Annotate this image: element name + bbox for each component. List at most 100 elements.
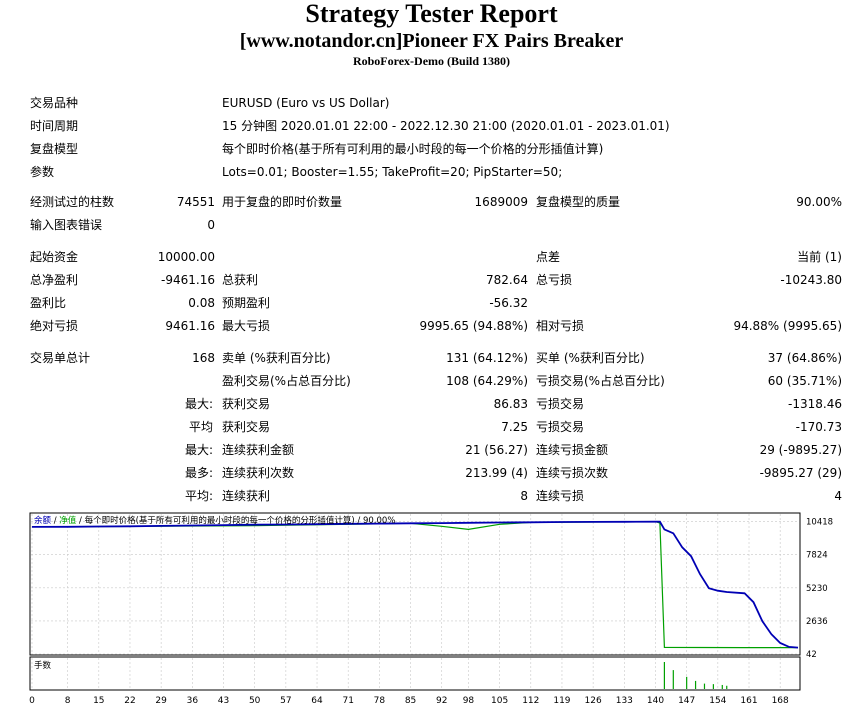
parameters-label: 参数 [30,165,55,179]
parameters-value: Lots=0.01; Booster=1.55; TakeProfit=20; … [222,165,563,179]
legend-model-info: / 每个即时价格(基于所有可利用的最小时段的每一个价格的分形插值计算) / 90… [76,515,395,526]
profit-factor-label: 盈利比 [30,296,67,310]
gross-loss-label: 总亏损 [536,273,573,287]
y-tick-labels: 10418 7824 5230 2636 42 [806,518,833,660]
expected-payoff-value: -56.32 [489,296,528,310]
legend: 余额 / 净值 / 每个即时价格(基于所有可利用的最小时段的每一个价格的分形插值… [34,515,395,526]
max-drawdown-value: 9995.65 (94.88%) [419,319,528,333]
gross-profit-label: 总获利 [222,273,259,287]
absolute-drawdown-label: 绝对亏损 [30,319,79,333]
series-line [31,520,799,649]
errors-label: 输入图表错误 [30,218,103,232]
x-tick-label: 57 [280,696,291,706]
loss-trades-value: 60 (35.71%) [767,374,842,388]
quality-label: 复盘模型的质量 [536,195,621,209]
x-tick-label: 0 [29,696,35,706]
max-consecutive-wins-label: 连续获利次数 [222,466,295,480]
deposit-label: 起始资金 [30,250,79,264]
x-tick-label: 154 [709,696,726,706]
legend-balance: 余额 [34,515,52,526]
relative-drawdown-value: 94.88% (9995.65) [733,319,842,333]
max-consecutive-losses-value: -9895.27 (29) [759,466,842,480]
expert-name: [www.notandor.cn]Pioneer FX Pairs Breake… [239,30,624,52]
spread-label: 点差 [536,250,561,264]
max-consecutive-loss-label: 连续亏损金额 [536,443,609,457]
net-profit-label: 总净盈利 [30,273,79,287]
ticks-label: 用于复盘的即时价数量 [222,195,343,209]
x-tick-label: 112 [522,696,539,706]
average-loss-value: -170.73 [795,420,842,434]
max-consecutive-loss-value: 29 (-9895.27) [759,443,842,457]
largest-profit-value: 86.83 [493,397,528,411]
x-tick-label: 71 [342,696,353,706]
x-tick-label: 64 [311,696,323,706]
max-consecutive-losses-label: 连续亏损次数 [536,466,609,480]
volume-label: 手数 [34,660,52,671]
x-tick-label: 22 [124,696,135,706]
x-tick-label: 168 [772,696,789,706]
x-tick-label: 140 [647,696,664,706]
legend-equity: 净值 [59,515,77,526]
average-profit-label: 获利交易 [222,420,271,434]
y-tick-label: 5230 [806,584,828,594]
short-positions-value: 131 (64.12%) [446,351,528,365]
ticks-value: 1689009 [474,195,528,209]
row-prefix: 平均 [188,420,213,434]
largest-profit-label: 获利交易 [222,397,271,411]
x-tick-label: 36 [187,696,199,706]
period-value: 15 分钟图 2020.01.01 22:00 - 2022.12.30 21:… [222,119,670,133]
y-tick-label: 7824 [806,551,828,561]
x-tick-label: 15 [93,696,104,706]
relative-drawdown-label: 相对亏损 [536,319,585,333]
x-tick-label: 161 [740,696,757,706]
model-label: 复盘模型 [30,142,79,156]
legend-separator: / [51,516,59,526]
x-tick-label: 50 [249,696,261,706]
largest-loss-label: 亏损交易 [536,397,585,411]
x-tick-label: 126 [585,696,602,706]
gross-loss-value: -10243.80 [780,273,842,287]
x-tick-label: 85 [405,696,416,706]
x-tick-label: 105 [491,696,508,706]
x-tick-label: 92 [436,696,447,706]
largest-loss-value: -1318.46 [788,397,842,411]
y-tick-label: 2636 [806,617,828,627]
average-loss-label: 亏损交易 [536,420,585,434]
y-tick-label: 42 [806,650,817,660]
long-positions-label: 买单 (%获利百分比) [536,351,645,365]
x-tick-labels: 0 8 15 22 29 36 43 50 57 64 71 78 85 92 98 105 112 119 126… [29,696,789,706]
x-tick-label: 29 [155,696,167,706]
errors-value: 0 [207,218,215,232]
average-consecutive-wins-value: 8 [520,489,528,503]
row-prefix: 最多: [184,466,213,480]
x-tick-label: 119 [553,696,570,706]
spread-value: 当前 (1) [797,250,842,264]
expected-payoff-label: 预期盈利 [222,296,271,310]
max-consecutive-profit-value: 21 (56.27) [465,443,528,457]
balance-chart: 10418 7824 5230 2636 42 0 8 15 22 29 36 43 50 57 64 71… [29,512,833,706]
average-consecutive-losses-value: 4 [834,489,842,503]
profit-trades-label: 盈利交易(%占总百分比) [222,374,351,388]
average-profit-value: 7.25 [501,420,528,434]
volume-bars [663,662,728,689]
loss-trades-label: 亏损交易(%占总百分比) [536,374,665,388]
max-consecutive-wins-value: 213.99 (4) [465,466,528,480]
long-positions-value: 37 (64.86%) [767,351,842,365]
x-tick-label: 98 [463,696,475,706]
quality-value: 90.00% [796,195,842,209]
y-tick-label: 10418 [806,518,833,528]
row-prefix: 最大: [184,397,213,411]
average-consecutive-losses-label: 连续亏损 [536,489,585,503]
x-tick-label: 78 [374,696,386,706]
chart-grid [31,514,799,689]
symbol-value: EURUSD (Euro vs US Dollar) [222,96,390,110]
bars-label: 经测试过的柱数 [30,195,115,209]
symbol-label: 交易品种 [30,96,79,110]
x-tick-label: 8 [65,696,71,706]
absolute-drawdown-value: 9461.16 [165,319,215,333]
total-trades-label: 交易单总计 [30,351,91,365]
model-value: 每个即时价格(基于所有可利用的最小时段的每一个价格的分形插值计算) [222,142,604,156]
profit-factor-value: 0.08 [188,296,215,310]
row-prefix: 最大: [184,443,213,457]
deposit-value: 10000.00 [157,250,215,264]
